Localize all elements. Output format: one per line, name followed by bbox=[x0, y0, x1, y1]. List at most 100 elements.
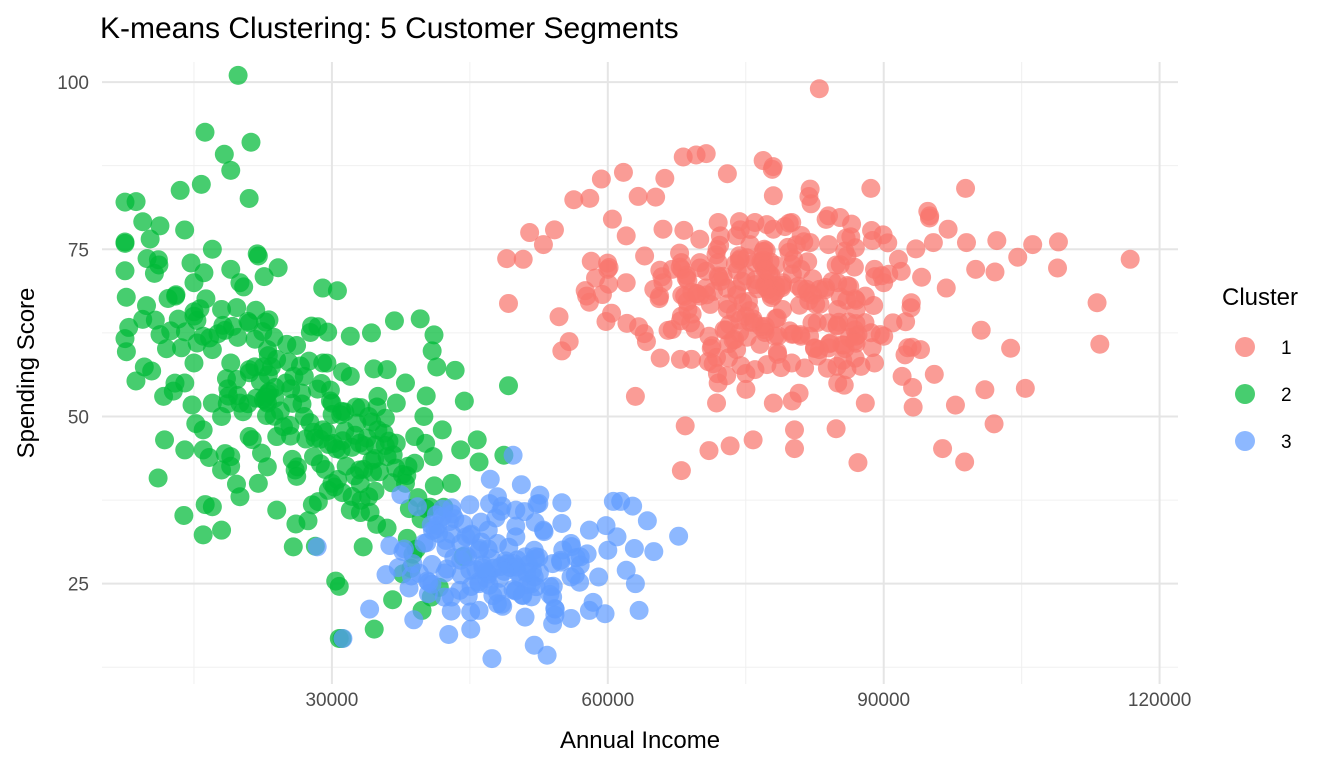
data-point-cluster-2 bbox=[202, 239, 222, 259]
y-axis-ticks: 25 50 75 100 bbox=[57, 73, 89, 596]
legend-label-1: 1 bbox=[1281, 338, 1292, 359]
data-point-cluster-3 bbox=[391, 485, 411, 505]
data-point-cluster-1 bbox=[848, 453, 868, 473]
data-point-cluster-1 bbox=[552, 341, 572, 361]
data-point-cluster-2 bbox=[212, 520, 232, 540]
data-point-cluster-2 bbox=[313, 278, 333, 298]
data-point-cluster-2 bbox=[195, 122, 215, 142]
data-point-cluster-2 bbox=[335, 421, 355, 441]
data-point-cluster-2 bbox=[254, 267, 274, 287]
data-point-cluster-3 bbox=[376, 565, 396, 585]
data-point-cluster-1 bbox=[955, 452, 975, 472]
data-point-cluster-2 bbox=[175, 440, 195, 460]
data-point-cluster-3 bbox=[458, 586, 478, 606]
data-point-cluster-2 bbox=[424, 476, 444, 496]
data-point-cluster-1 bbox=[798, 252, 818, 272]
data-point-cluster-1 bbox=[855, 393, 875, 413]
data-point-cluster-2 bbox=[303, 422, 323, 442]
data-point-cluster-1 bbox=[785, 420, 805, 440]
data-point-cluster-1 bbox=[720, 436, 740, 456]
data-point-cluster-2 bbox=[202, 393, 222, 413]
data-point-cluster-1 bbox=[725, 329, 745, 349]
data-point-cluster-2 bbox=[246, 300, 266, 320]
data-point-cluster-3 bbox=[526, 577, 546, 597]
data-point-cluster-1 bbox=[707, 347, 727, 367]
data-point-cluster-1 bbox=[870, 325, 890, 345]
data-point-cluster-2 bbox=[422, 341, 442, 361]
data-point-cluster-1 bbox=[987, 231, 1007, 251]
data-point-cluster-3 bbox=[455, 545, 475, 565]
data-point-cluster-1 bbox=[616, 226, 636, 246]
data-point-cluster-2 bbox=[199, 448, 219, 468]
data-point-cluster-1 bbox=[775, 217, 795, 237]
data-point-cluster-3 bbox=[616, 560, 636, 580]
data-point-cluster-1 bbox=[835, 241, 855, 261]
data-point-cluster-1 bbox=[1090, 334, 1110, 354]
data-point-cluster-2 bbox=[441, 473, 461, 493]
data-point-cluster-1 bbox=[763, 393, 783, 413]
data-point-cluster-1 bbox=[903, 397, 923, 417]
data-point-cluster-3 bbox=[418, 584, 438, 604]
data-point-cluster-3 bbox=[439, 625, 459, 645]
data-point-cluster-2 bbox=[432, 420, 452, 440]
data-point-cluster-3 bbox=[579, 520, 599, 540]
data-point-cluster-1 bbox=[736, 364, 756, 384]
data-point-cluster-1 bbox=[891, 261, 911, 281]
data-point-cluster-1 bbox=[938, 219, 958, 239]
data-point-cluster-2 bbox=[364, 619, 384, 639]
data-point-cluster-2 bbox=[184, 353, 204, 373]
data-point-cluster-2 bbox=[288, 457, 308, 477]
data-point-cluster-2 bbox=[227, 298, 247, 318]
data-point-cluster-2 bbox=[332, 483, 352, 503]
data-point-cluster-1 bbox=[1048, 232, 1068, 252]
legend-key-3 bbox=[1235, 431, 1255, 451]
data-point-cluster-2 bbox=[357, 428, 377, 448]
x-tick-label: 120000 bbox=[1128, 690, 1191, 711]
data-point-cluster-1 bbox=[966, 259, 986, 279]
data-point-cluster-2 bbox=[353, 537, 373, 557]
data-point-cluster-2 bbox=[186, 414, 206, 434]
data-point-cluster-2 bbox=[416, 433, 436, 453]
data-point-cluster-2 bbox=[142, 361, 162, 381]
data-point-cluster-3 bbox=[579, 600, 599, 620]
data-point-cluster-2 bbox=[384, 311, 404, 331]
data-point-cluster-1 bbox=[1015, 378, 1035, 398]
data-point-cluster-3 bbox=[480, 469, 500, 489]
data-point-cluster-1 bbox=[710, 226, 730, 246]
data-point-cluster-3 bbox=[540, 577, 560, 597]
data-point-cluster-2 bbox=[195, 495, 215, 515]
data-point-cluster-1 bbox=[795, 358, 815, 378]
data-point-cluster-1 bbox=[1120, 249, 1140, 269]
data-point-cluster-1 bbox=[599, 258, 619, 278]
data-point-cluster-1 bbox=[906, 239, 926, 259]
data-point-cluster-2 bbox=[392, 465, 412, 485]
y-tick-label: 75 bbox=[68, 240, 89, 261]
data-point-cluster-2 bbox=[322, 405, 342, 425]
data-point-cluster-2 bbox=[315, 460, 335, 480]
data-point-cluster-2 bbox=[133, 212, 153, 232]
data-point-cluster-3 bbox=[333, 629, 353, 649]
data-point-cluster-1 bbox=[717, 164, 737, 184]
data-point-cluster-2 bbox=[161, 321, 181, 341]
data-point-cluster-3 bbox=[426, 505, 446, 525]
data-point-cluster-3 bbox=[598, 540, 618, 560]
data-point-cluster-3 bbox=[644, 542, 664, 562]
data-point-cluster-1 bbox=[945, 395, 965, 415]
data-point-cluster-1 bbox=[826, 419, 846, 439]
data-point-cluster-1 bbox=[591, 169, 611, 189]
data-point-cluster-3 bbox=[407, 497, 427, 517]
data-point-cluster-3 bbox=[537, 645, 557, 665]
data-point-cluster-1 bbox=[771, 358, 791, 378]
data-point-cluster-2 bbox=[196, 289, 216, 309]
data-point-cluster-2 bbox=[171, 338, 191, 358]
data-point-cluster-1 bbox=[936, 278, 956, 298]
data-point-cluster-1 bbox=[625, 386, 645, 406]
data-point-cluster-2 bbox=[163, 381, 183, 401]
data-point-cluster-3 bbox=[506, 516, 526, 536]
data-point-cluster-1 bbox=[1008, 247, 1028, 267]
data-point-cluster-2 bbox=[215, 444, 235, 464]
data-point-cluster-2 bbox=[126, 192, 146, 212]
data-point-cluster-2 bbox=[182, 395, 202, 415]
data-point-cluster-3 bbox=[623, 496, 643, 516]
data-point-cluster-2 bbox=[155, 430, 175, 450]
